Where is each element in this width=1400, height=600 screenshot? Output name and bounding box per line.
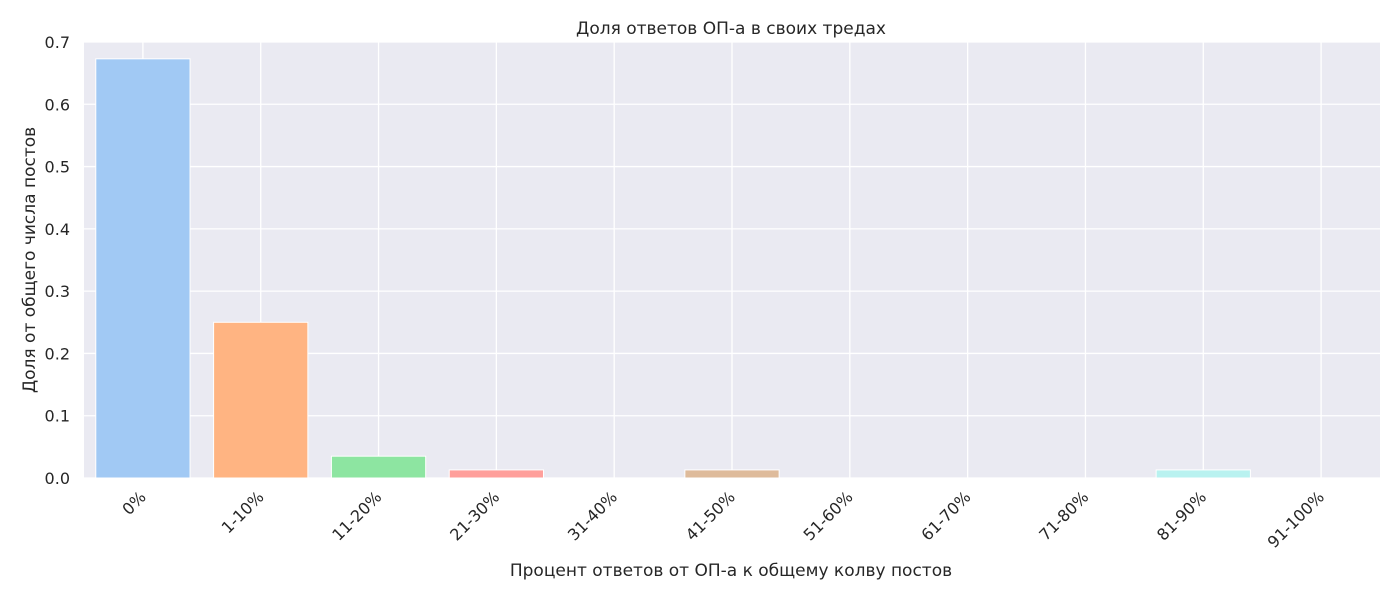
bar-6 [684, 469, 780, 479]
y-tick-label: 0.1 [45, 407, 70, 426]
y-tick-label: 0.6 [45, 95, 70, 114]
y-axis-label: Доля от общего числа постов [20, 127, 40, 393]
bar-10 [1155, 469, 1251, 479]
bar-2 [213, 321, 309, 479]
x-tick-label: 0% [118, 487, 149, 518]
x-tick-label: 91-100% [1264, 487, 1328, 551]
x-axis-ticks: 0% 1-10% 11-20% 21-30% 31-40% 41-50% 51-60% 61-… [118, 487, 1328, 551]
x-tick-label: 61-70% [917, 487, 974, 544]
y-tick-label: 0.4 [45, 220, 70, 239]
x-tick-label: 1-10% [218, 487, 268, 537]
y-tick-label: 0.0 [45, 469, 70, 488]
bar-3 [330, 455, 427, 479]
x-tick-label: 21-30% [446, 487, 503, 544]
x-tick-label: 71-80% [1035, 487, 1092, 544]
bars [95, 58, 1251, 479]
x-tick-label: 41-50% [682, 487, 739, 544]
chart-title: Доля ответов ОП-а в своих тредах [576, 19, 886, 39]
y-tick-label: 0.2 [45, 344, 70, 363]
y-tick-label: 0.7 [45, 33, 70, 52]
y-axis-ticks: 0.0 0.1 0.2 0.3 0.4 0.5 0.6 0.7 [45, 33, 70, 488]
y-tick-label: 0.3 [45, 282, 70, 301]
x-tick-label: 81-90% [1153, 487, 1210, 544]
y-tick-label: 0.5 [45, 158, 70, 177]
bar-4 [448, 469, 544, 479]
x-tick-label: 11-20% [328, 487, 385, 544]
x-axis-label: Процент ответов от ОП-а к общему колву п… [510, 561, 952, 581]
x-tick-label: 51-60% [800, 487, 857, 544]
x-tick-label: 31-40% [564, 487, 621, 544]
bar-1 [95, 58, 191, 479]
